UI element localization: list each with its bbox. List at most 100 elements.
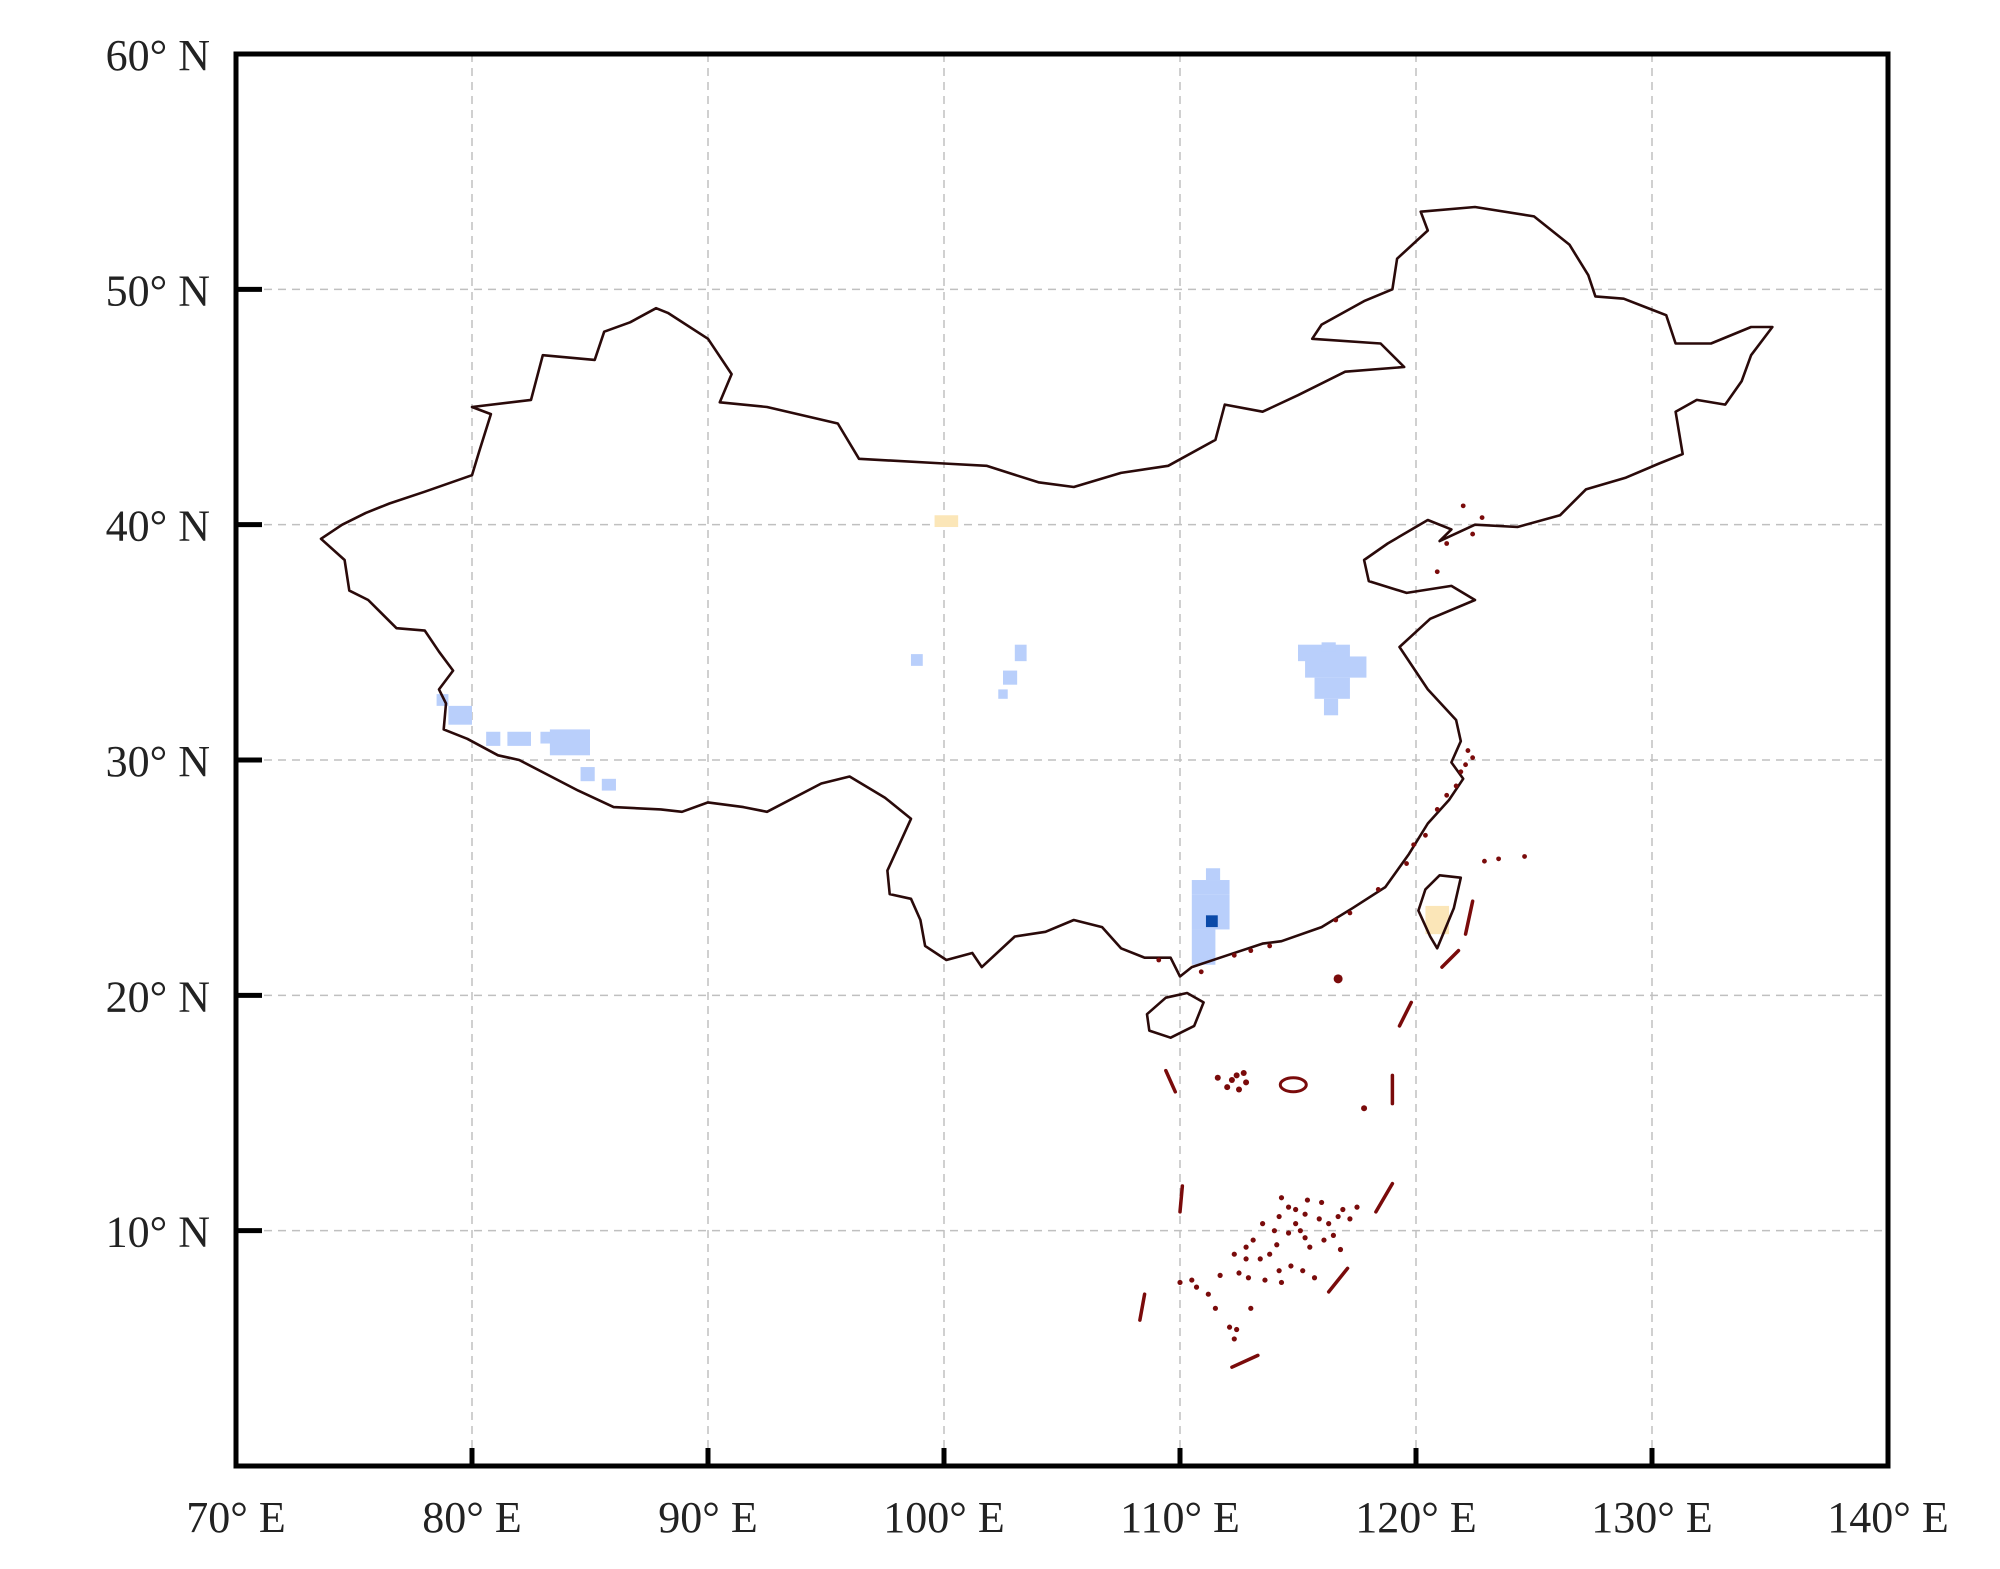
x-tick-label: 140° E [1827, 1493, 1948, 1542]
coastal-island [1347, 910, 1353, 916]
x-tick-label: 120° E [1355, 1493, 1476, 1542]
spratly-island [1276, 1213, 1282, 1220]
shaded-cell [1191, 880, 1230, 895]
huangyan-island [1361, 1105, 1368, 1112]
y-tick-label: 30° N [106, 737, 210, 786]
coastal-island [1434, 569, 1440, 575]
boundary-dash [1164, 1068, 1178, 1094]
shaded-cell [1323, 698, 1339, 716]
spratly-island [1278, 1279, 1285, 1286]
shaded-cell [934, 515, 959, 528]
spratly-island [1260, 1221, 1266, 1227]
pratas-island [1333, 974, 1343, 984]
coastal-island [1156, 957, 1162, 963]
hainan-outline [1145, 991, 1205, 1039]
x-tick-label: 130° E [1591, 1493, 1712, 1542]
shaded-cell [436, 694, 449, 706]
boundary-dash [1326, 1266, 1350, 1294]
spratly-island [1300, 1268, 1306, 1274]
coastal-island [1411, 842, 1417, 848]
reef-ring [1278, 1076, 1308, 1094]
spratly-island [1212, 1305, 1218, 1311]
spratly-island [1205, 1291, 1211, 1297]
spratly-island [1304, 1197, 1311, 1203]
paracel-island [1224, 1084, 1231, 1091]
spratly-island [1278, 1195, 1285, 1201]
spratly-island [1302, 1235, 1308, 1241]
x-tick-label: 90° E [658, 1493, 757, 1542]
spratly-island [1193, 1284, 1200, 1290]
shaded-cell [601, 778, 616, 791]
china-outline [319, 205, 1774, 978]
shaded-cell [1305, 656, 1367, 678]
boundary-dash [1138, 1292, 1147, 1322]
paracel-island [1243, 1079, 1250, 1086]
shaded-cell [1314, 677, 1350, 699]
country-outlines [319, 205, 1774, 1039]
spratly-island [1293, 1221, 1299, 1227]
spratly-island [1347, 1216, 1353, 1222]
y-tick-label: 10° N [106, 1208, 210, 1257]
spratly-island [1276, 1268, 1282, 1274]
coastal-island [1470, 755, 1476, 761]
axis-ticks [236, 286, 1655, 1466]
y-tick-label: 60° N [106, 31, 210, 80]
boundary-dash [1440, 948, 1461, 969]
coastal-island [1522, 854, 1527, 859]
taiwan-outline [1417, 874, 1463, 950]
shaded-cell [1191, 929, 1216, 965]
coastal-island [1231, 952, 1237, 958]
coastal-island [1375, 887, 1381, 892]
spratly-island [1319, 1199, 1325, 1206]
boundary-dash [1463, 899, 1475, 936]
shaded-cell [1003, 670, 1018, 685]
coastal-island [1470, 531, 1476, 537]
spratly-island [1307, 1244, 1313, 1250]
shaded-cell [448, 705, 472, 725]
coastal-island [1465, 748, 1471, 753]
coastal-island [1248, 948, 1254, 954]
shaded-cells [436, 515, 1450, 965]
spratly-island [1226, 1324, 1233, 1330]
spratly-island [1321, 1237, 1327, 1243]
x-tick-label: 70° E [186, 1493, 285, 1542]
shaded-cell [549, 729, 590, 756]
spratly-island [1293, 1206, 1299, 1213]
spratly-island [1326, 1221, 1332, 1227]
spratly-island [1316, 1216, 1322, 1222]
coastal-island [1463, 762, 1468, 768]
coastal-island [1482, 858, 1487, 864]
paracel-island [1233, 1072, 1240, 1079]
coastal-island [1453, 783, 1459, 789]
coastal-island [1434, 807, 1440, 812]
coastal-island [1460, 503, 1466, 509]
paracel-island [1240, 1069, 1247, 1076]
spratly-island [1217, 1272, 1223, 1278]
spratly-island [1267, 1251, 1273, 1257]
shaded-cell [580, 767, 595, 782]
shaded-cell [507, 731, 531, 746]
spratly-island [1337, 1246, 1344, 1253]
coastal-island [1444, 541, 1450, 546]
spratly-island [1234, 1326, 1240, 1333]
spratly-island [1231, 1251, 1237, 1257]
spratly-island [1302, 1211, 1308, 1217]
spratly-island [1340, 1206, 1346, 1213]
y-tick-label: 50° N [106, 266, 210, 315]
coastal-island [1423, 832, 1428, 838]
paracel-island [1214, 1074, 1221, 1081]
boundary-dash [1374, 1181, 1395, 1214]
grid-lines [236, 54, 1888, 1466]
coastal-island [1267, 943, 1273, 949]
coastal-island [1404, 861, 1409, 866]
spratly-island [1236, 1270, 1242, 1276]
spratly-island [1285, 1204, 1292, 1210]
shaded-cell [1205, 868, 1221, 881]
shaded-cell [486, 731, 501, 746]
paracel-island [1228, 1077, 1235, 1084]
spratly-island [1288, 1263, 1294, 1269]
shaded-cell [1014, 644, 1027, 662]
coastal-island [1198, 969, 1204, 975]
spratly-island [1330, 1232, 1336, 1238]
